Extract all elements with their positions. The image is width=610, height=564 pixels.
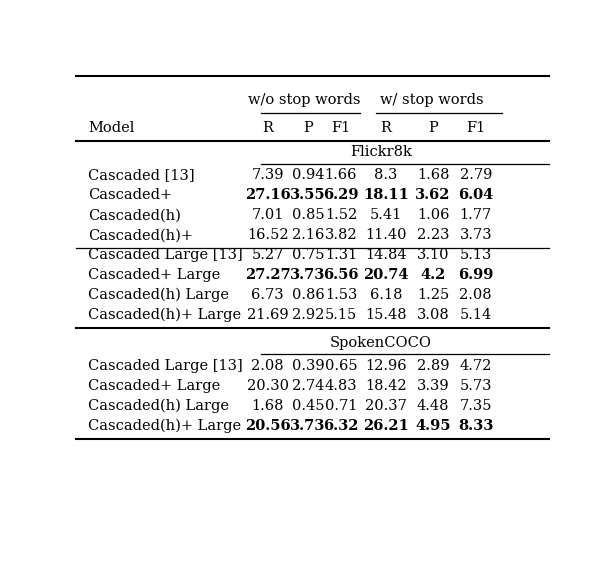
Text: 6.99: 6.99: [458, 268, 493, 282]
Text: 5.13: 5.13: [459, 248, 492, 262]
Text: 5.73: 5.73: [459, 379, 492, 393]
Text: 0.39: 0.39: [292, 359, 324, 373]
Text: 3.08: 3.08: [417, 308, 450, 322]
Text: Cascaded Large [13]: Cascaded Large [13]: [88, 248, 243, 262]
Text: 20.37: 20.37: [365, 399, 407, 413]
Text: 4.48: 4.48: [417, 399, 450, 413]
Text: 27.16: 27.16: [245, 188, 290, 202]
Text: 18.42: 18.42: [365, 379, 407, 393]
Text: 1.77: 1.77: [459, 208, 492, 222]
Text: 6.32: 6.32: [323, 419, 359, 433]
Text: 8.3: 8.3: [374, 169, 398, 182]
Text: 0.86: 0.86: [292, 288, 325, 302]
Text: 3.73: 3.73: [290, 268, 326, 282]
Text: 1.52: 1.52: [325, 208, 357, 222]
Text: 2.08: 2.08: [251, 359, 284, 373]
Text: 1.66: 1.66: [325, 169, 357, 182]
Text: Cascaded(h)+ Large: Cascaded(h)+ Large: [88, 418, 241, 433]
Text: 6.04: 6.04: [458, 188, 493, 202]
Text: 3.10: 3.10: [417, 248, 450, 262]
Text: 4.83: 4.83: [325, 379, 357, 393]
Text: 2.74: 2.74: [292, 379, 324, 393]
Text: 0.65: 0.65: [325, 359, 357, 373]
Text: 20.56: 20.56: [245, 419, 290, 433]
Text: 3.62: 3.62: [415, 188, 451, 202]
Text: 1.25: 1.25: [417, 288, 450, 302]
Text: 8.33: 8.33: [458, 419, 493, 433]
Text: Cascaded(h): Cascaded(h): [88, 208, 181, 222]
Text: 5.14: 5.14: [459, 308, 492, 322]
Text: 14.84: 14.84: [365, 248, 407, 262]
Text: 2.79: 2.79: [459, 169, 492, 182]
Text: 0.71: 0.71: [325, 399, 357, 413]
Text: Cascaded+ Large: Cascaded+ Large: [88, 268, 220, 282]
Text: 0.85: 0.85: [292, 208, 324, 222]
Text: 3.73: 3.73: [459, 228, 492, 243]
Text: 5.27: 5.27: [251, 248, 284, 262]
Text: 3.73: 3.73: [290, 419, 326, 433]
Text: 3.55: 3.55: [290, 188, 326, 202]
Text: 7.35: 7.35: [459, 399, 492, 413]
Text: 15.48: 15.48: [365, 308, 407, 322]
Text: 21.69: 21.69: [247, 308, 289, 322]
Text: Cascaded(h)+ Large: Cascaded(h)+ Large: [88, 308, 241, 323]
Text: 6.73: 6.73: [251, 288, 284, 302]
Text: 3.82: 3.82: [325, 228, 357, 243]
Text: 1.53: 1.53: [325, 288, 357, 302]
Text: 4.72: 4.72: [459, 359, 492, 373]
Text: Cascaded Large [13]: Cascaded Large [13]: [88, 359, 243, 373]
Text: 7.39: 7.39: [251, 169, 284, 182]
Text: 2.89: 2.89: [417, 359, 450, 373]
Text: Cascaded(h) Large: Cascaded(h) Large: [88, 399, 229, 413]
Text: 2.23: 2.23: [417, 228, 450, 243]
Text: 1.06: 1.06: [417, 208, 450, 222]
Text: F1: F1: [331, 121, 351, 135]
Text: 6.56: 6.56: [323, 268, 359, 282]
Text: F1: F1: [466, 121, 486, 135]
Text: 2.92: 2.92: [292, 308, 324, 322]
Text: 4.95: 4.95: [415, 419, 451, 433]
Text: 1.68: 1.68: [251, 399, 284, 413]
Text: 2.08: 2.08: [459, 288, 492, 302]
Text: R: R: [381, 121, 392, 135]
Text: Cascaded(h) Large: Cascaded(h) Large: [88, 288, 229, 302]
Text: 16.52: 16.52: [247, 228, 289, 243]
Text: 5.15: 5.15: [325, 308, 357, 322]
Text: SpokenCOCO: SpokenCOCO: [330, 336, 432, 350]
Text: 0.94: 0.94: [292, 169, 324, 182]
Text: 0.45: 0.45: [292, 399, 324, 413]
Text: w/ stop words: w/ stop words: [381, 93, 484, 107]
Text: 1.31: 1.31: [325, 248, 357, 262]
Text: 1.68: 1.68: [417, 169, 450, 182]
Text: R: R: [262, 121, 273, 135]
Text: 12.96: 12.96: [365, 359, 407, 373]
Text: 26.21: 26.21: [363, 419, 409, 433]
Text: Cascaded+ Large: Cascaded+ Large: [88, 379, 220, 393]
Text: 18.11: 18.11: [363, 188, 409, 202]
Text: P: P: [303, 121, 313, 135]
Text: P: P: [428, 121, 438, 135]
Text: 3.39: 3.39: [417, 379, 450, 393]
Text: 0.75: 0.75: [292, 248, 324, 262]
Text: 6.29: 6.29: [323, 188, 359, 202]
Text: Cascaded(h)+: Cascaded(h)+: [88, 228, 193, 243]
Text: 11.40: 11.40: [365, 228, 407, 243]
Text: 27.27: 27.27: [245, 268, 290, 282]
Text: Cascaded+: Cascaded+: [88, 188, 172, 202]
Text: 20.30: 20.30: [246, 379, 289, 393]
Text: Flickr8k: Flickr8k: [350, 146, 412, 160]
Text: 5.41: 5.41: [370, 208, 402, 222]
Text: 20.74: 20.74: [363, 268, 409, 282]
Text: 6.18: 6.18: [370, 288, 402, 302]
Text: w/o stop words: w/o stop words: [248, 93, 361, 107]
Text: Model: Model: [88, 121, 134, 135]
Text: 4.2: 4.2: [420, 268, 446, 282]
Text: 7.01: 7.01: [251, 208, 284, 222]
Text: 2.16: 2.16: [292, 228, 324, 243]
Text: Cascaded [13]: Cascaded [13]: [88, 169, 195, 182]
